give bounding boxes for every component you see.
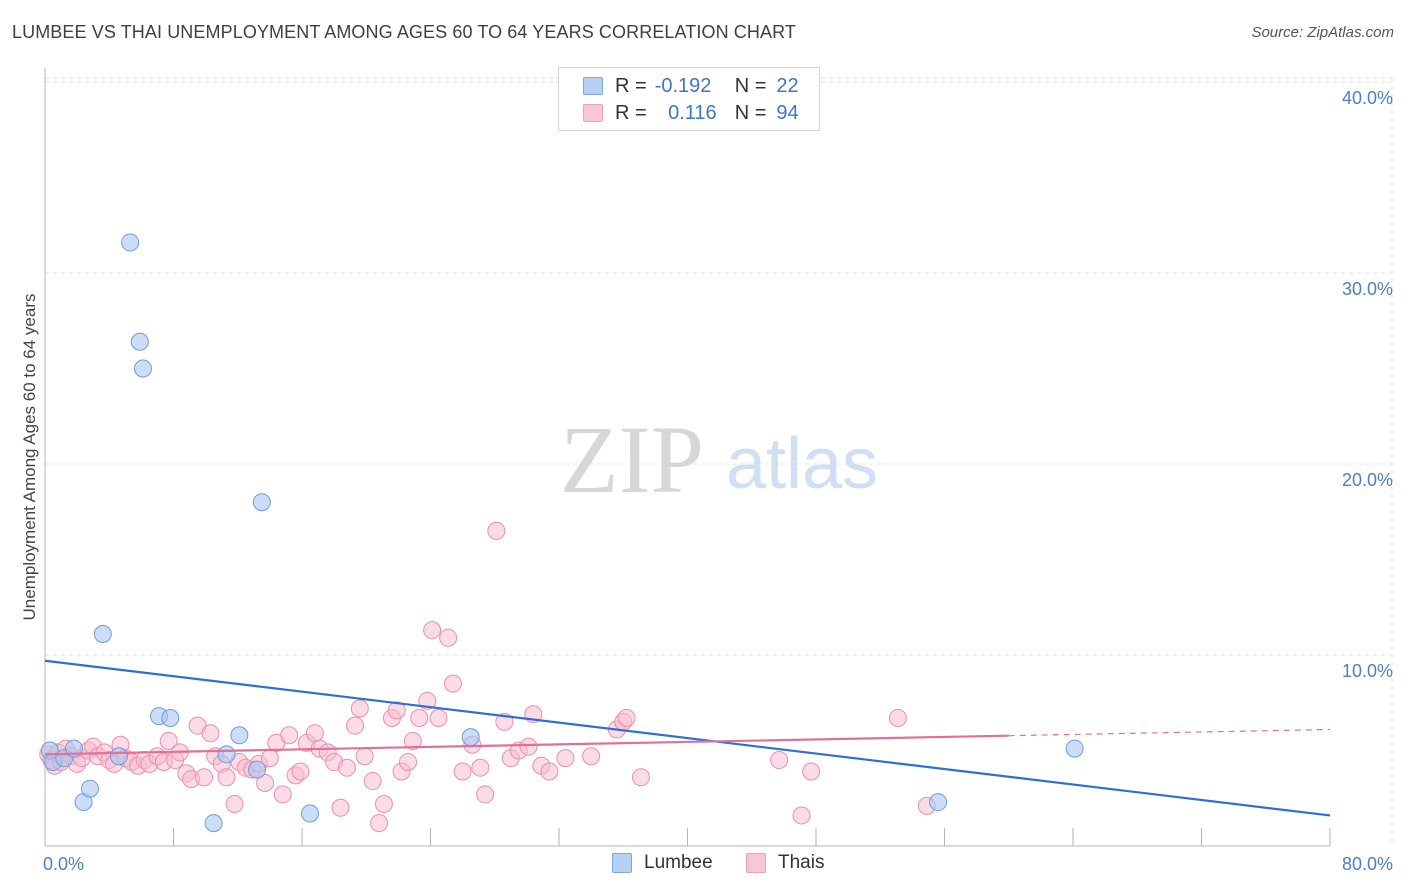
thai-point	[291, 762, 310, 781]
lumbee-point	[301, 804, 320, 823]
lumbee-point	[230, 726, 249, 745]
thais-legend-swatch	[746, 853, 766, 873]
lumbee-point	[93, 624, 112, 643]
y-tick-label: 10.0%	[1342, 661, 1393, 681]
thai-point	[387, 701, 406, 720]
legend-r-label: R =	[615, 101, 647, 124]
legend-row-lumbee: R = -0.192 N = 22	[583, 74, 799, 98]
x-tick-labels: 0.0% 80.0%	[43, 854, 1393, 874]
thais-legend-label: Thais	[778, 852, 825, 873]
legend-n-value: 22	[776, 74, 799, 97]
thai-point	[201, 724, 220, 743]
thai-point	[540, 762, 559, 781]
thai-point	[370, 814, 389, 833]
thai-point	[802, 762, 821, 781]
thai-point	[159, 731, 178, 750]
lumbee-point	[121, 233, 140, 252]
lumbee-point	[161, 709, 180, 728]
legend-n-label: N =	[734, 101, 767, 124]
trend-lines	[44, 659, 1331, 817]
lumbee-point	[929, 793, 948, 812]
lumbee-point	[80, 779, 99, 798]
legend-r-label: R =	[615, 74, 647, 97]
thai-point	[439, 628, 458, 647]
thai-point	[471, 758, 490, 777]
thai-point	[331, 798, 350, 817]
thai-point	[792, 806, 811, 825]
y-axis-title: Unemployment Among Ages 60 to 64 years	[20, 294, 39, 621]
thai-point	[429, 709, 448, 728]
chart-title: LUMBEE VS THAI UNEMPLOYMENT AMONG AGES 6…	[12, 22, 796, 42]
lumbee-point	[109, 747, 128, 766]
thai-point	[355, 747, 374, 766]
thai-point	[374, 794, 393, 813]
thai-point	[217, 768, 236, 787]
thai-point	[273, 785, 292, 804]
correlation-legend: R = -0.192 N = 22 R = 0.116 N = 94	[558, 67, 820, 131]
lumbee-legend-swatch	[612, 853, 632, 873]
thais-swatch	[583, 104, 603, 122]
thai-point	[280, 726, 299, 745]
thai-point	[617, 709, 636, 728]
legend-r-value: -0.192	[654, 74, 712, 97]
thai-trend-line-extrapolated	[1008, 728, 1331, 737]
thai-point	[487, 521, 506, 540]
thai-point	[453, 762, 472, 781]
legend-n-value: 94	[776, 101, 799, 124]
lumbee-swatch	[583, 77, 603, 95]
y-tick-labels: 10.0% 20.0% 30.0% 40.0%	[1342, 88, 1393, 681]
y-tick-label: 30.0%	[1342, 279, 1393, 299]
thai-trend-line	[44, 734, 1009, 756]
thai-point	[305, 724, 324, 743]
thai-point	[350, 699, 369, 718]
thai-point	[556, 749, 575, 768]
lumbee-point	[1065, 739, 1084, 758]
thai-point	[256, 773, 275, 792]
gridlines	[45, 77, 1393, 846]
lumbee-trend-line	[44, 659, 1331, 817]
lumbee-legend-label: Lumbee	[644, 852, 713, 873]
lumbee-point	[204, 814, 223, 833]
axes	[44, 68, 1331, 847]
thai-point	[225, 794, 244, 813]
legend-item-thais: Thais	[746, 852, 824, 874]
thai-point	[403, 731, 422, 750]
x-tick-label-max: 80.0%	[1342, 854, 1393, 874]
thai-point	[363, 772, 382, 791]
series-legend: Lumbee Thais	[0, 852, 1406, 876]
lumbee-point	[252, 493, 271, 512]
thai-point	[399, 752, 418, 771]
lumbee-point	[248, 760, 267, 779]
x-tick-label-min: 0.0%	[43, 854, 84, 874]
thai-point	[418, 691, 437, 710]
y-tick-label: 20.0%	[1342, 470, 1393, 490]
legend-item-lumbee: Lumbee	[612, 852, 713, 874]
y-tick-label: 40.0%	[1342, 88, 1393, 108]
source-label: Source: ZipAtlas.com	[1251, 24, 1394, 41]
thai-point	[519, 737, 538, 756]
legend-r-value: 0.116	[668, 101, 717, 124]
watermark-zip: ZIP	[560, 406, 704, 513]
lumbee-point	[461, 728, 480, 747]
legend-n-label: N =	[734, 74, 767, 97]
thai-point	[888, 709, 907, 728]
thai-point	[443, 674, 462, 693]
thai-point	[476, 785, 495, 804]
thai-point	[346, 716, 365, 735]
thai-point	[770, 751, 789, 770]
thai-point	[423, 621, 442, 640]
thai-point	[410, 709, 429, 728]
thai-point	[582, 747, 601, 766]
lumbee-point	[130, 332, 149, 351]
thai-point	[631, 768, 650, 787]
lumbee-points	[40, 233, 1084, 833]
legend-row-thais: R = 0.116 N = 94	[583, 101, 799, 125]
lumbee-point	[133, 359, 152, 378]
thai-point	[195, 768, 214, 787]
watermark-atlas: atlas	[726, 424, 878, 504]
thai-point	[337, 758, 356, 777]
lumbee-point	[217, 745, 236, 764]
